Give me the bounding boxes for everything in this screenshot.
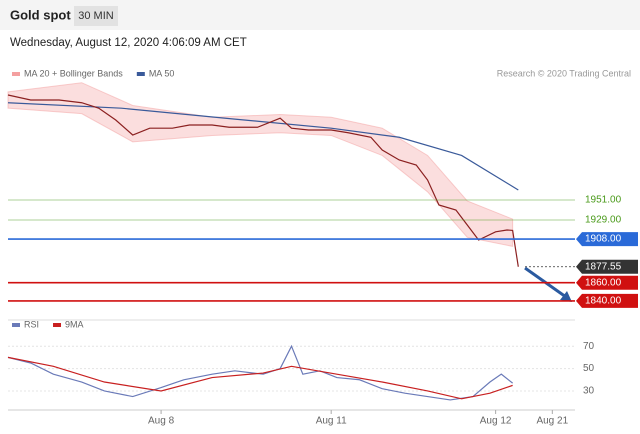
x-tick-label: Aug 21 bbox=[536, 416, 568, 427]
arrow-head bbox=[560, 291, 572, 302]
legend-label: MA 20 + Bollinger Bands bbox=[24, 68, 123, 78]
series-line bbox=[7, 344, 514, 401]
legend-label: MA 50 bbox=[149, 68, 175, 78]
level-label: 1951.00 bbox=[585, 195, 622, 206]
y-tick-label: 50 bbox=[583, 363, 595, 374]
timeframe[interactable]: 30 MIN bbox=[78, 10, 114, 22]
x-tick-label: Aug 12 bbox=[480, 416, 512, 427]
x-tick-label: Aug 8 bbox=[148, 416, 175, 427]
y-tick-label: 70 bbox=[583, 341, 595, 352]
series-line bbox=[7, 94, 519, 267]
legend-swatch bbox=[136, 72, 145, 76]
subtitle: Wednesday, August 12, 2020 4:06:09 AM CE… bbox=[10, 37, 247, 49]
bollinger-band bbox=[7, 82, 514, 247]
level-label: 1877.55 bbox=[585, 261, 622, 272]
level-label: 1860.00 bbox=[585, 277, 622, 288]
legend-swatch bbox=[12, 323, 20, 327]
level-label: 1929.00 bbox=[585, 215, 622, 226]
level-box bbox=[576, 232, 638, 247]
legend-label: RSI bbox=[24, 319, 39, 329]
timeframe-button[interactable] bbox=[74, 6, 118, 26]
y-tick-label: 30 bbox=[583, 386, 595, 397]
level-box bbox=[576, 293, 638, 308]
series-line bbox=[7, 356, 513, 400]
level-label: 1908.00 bbox=[585, 234, 622, 245]
source: Research © 2020 Trading Central bbox=[497, 68, 631, 78]
chart-title: Gold spot bbox=[10, 7, 71, 22]
legend-swatch bbox=[12, 72, 20, 76]
level-label: 1840.00 bbox=[585, 296, 622, 307]
level-box bbox=[576, 275, 638, 290]
legend-swatch bbox=[53, 323, 62, 327]
x-tick-label: Aug 11 bbox=[316, 416, 347, 427]
series-line bbox=[7, 102, 519, 191]
legend-label: 9MA bbox=[65, 319, 84, 329]
level-box bbox=[576, 259, 638, 274]
